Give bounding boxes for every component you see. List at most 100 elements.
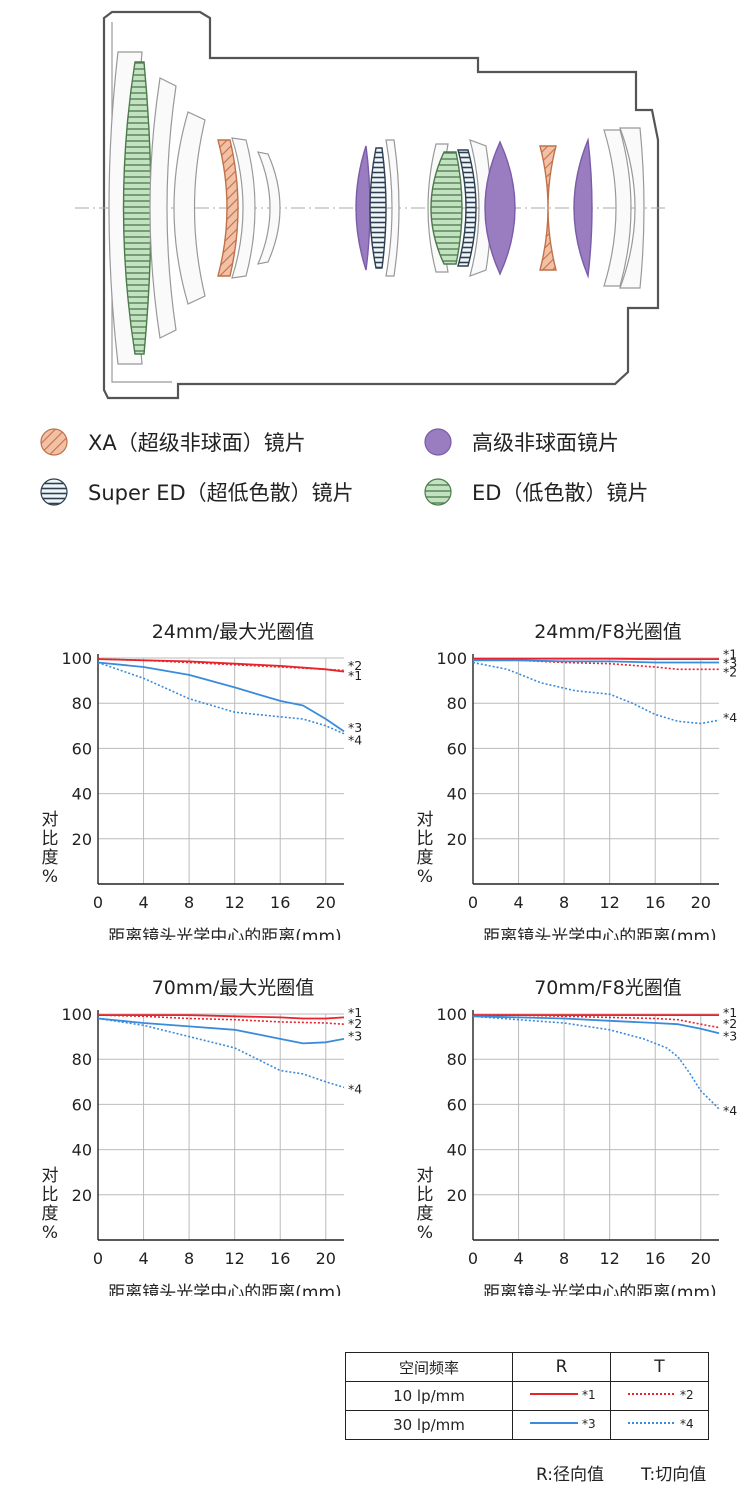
mtf-key-table: 空间频率 R T 10 lp/mm *1 *2 30 lp/mm *3: [345, 1352, 709, 1440]
mtf-series-line: [97, 1017, 345, 1089]
aspherical-element-1: [355, 145, 371, 271]
x-tick-label: 0: [93, 893, 103, 912]
x-tick-label: 20: [316, 1249, 336, 1268]
note-tangential: T:切向值: [641, 1465, 707, 1485]
series-end-label: *2: [723, 1016, 737, 1031]
xa-element-1: [217, 139, 239, 277]
x-tick-label: 4: [513, 893, 523, 912]
chart-title: 70mm/F8光圈值: [534, 977, 682, 999]
y-tick-label: 20: [72, 830, 92, 849]
key-label: *1: [582, 1388, 596, 1402]
key-label: *4: [680, 1417, 694, 1431]
x-tick-label: 0: [93, 1249, 103, 1268]
x-tick-label: 12: [224, 893, 244, 912]
legend-label: XA（超级非球面）镜片: [88, 431, 306, 455]
y-tick-label: 20: [72, 1186, 92, 1205]
y-tick-label: 60: [72, 739, 92, 758]
series-end-label: *1: [723, 647, 737, 662]
chart-title: 24mm/F8光圈值: [534, 621, 682, 643]
aspherical-element-3: [573, 137, 593, 279]
y-tick-label: 80: [447, 1050, 467, 1069]
key-cell-r-30: *3: [512, 1410, 611, 1440]
legend-super-ed-element: Super ED（超低色散）镜片: [38, 476, 354, 508]
legend-label: 高级非球面镜片: [472, 431, 619, 455]
meniscus-element-2: [173, 111, 206, 305]
x-tick-label: 4: [513, 1249, 523, 1268]
freq-cell: 10 lp/mm: [345, 1381, 513, 1411]
x-tick-label: 8: [559, 1249, 569, 1268]
rear-clear-element-2: [619, 127, 645, 289]
key-cell-r-10: *1: [512, 1381, 611, 1411]
xa-element-2: [539, 145, 557, 271]
series-end-label: *2: [723, 665, 737, 680]
x-tick-label: 12: [599, 893, 619, 912]
series-end-label: *2: [348, 658, 362, 673]
header-radial: R: [512, 1352, 611, 1382]
key-line-dotted-blue: *4: [627, 1417, 694, 1431]
series-end-label: *4: [723, 710, 737, 725]
x-tick-label: 16: [270, 1249, 290, 1268]
y-tick-label: 40: [447, 1141, 467, 1160]
key-line-dotted-red: *2: [627, 1388, 694, 1402]
x-tick-label: 12: [599, 1249, 619, 1268]
y-tick-label: 60: [72, 1095, 92, 1114]
x-axis-label: 距离镜头光学中心的距离(mm): [483, 927, 716, 940]
clear-element-1: [231, 137, 256, 279]
table-row: 30 lp/mm *3 *4: [345, 1410, 709, 1440]
rear-clear-element-1: [603, 129, 632, 287]
key-cell-t-10: *2: [610, 1381, 709, 1411]
x-tick-label: 8: [559, 893, 569, 912]
x-axis-label: 距离镜头光学中心的距离(mm): [483, 1283, 716, 1296]
note-radial: R:径向值: [536, 1465, 605, 1485]
mtf-series-line: [97, 1014, 345, 1025]
y-tick-label: 80: [72, 1050, 92, 1069]
x-tick-label: 12: [224, 1249, 244, 1268]
header-tangential: T: [610, 1352, 709, 1382]
super-ed-element-2: [457, 149, 477, 267]
mtf-chart-70mm-max-aperture: 70mm/最大光圈值 20 40 60 80 100 0 4 8 12 16 20 对比度% 距离镜头光学…: [42, 977, 363, 1296]
x-tick-label: 0: [468, 893, 478, 912]
x-tick-label: 20: [691, 893, 711, 912]
legend-label: ED（低色散）镜片: [472, 481, 649, 505]
y-tick-label: 20: [447, 1186, 467, 1205]
series-end-label: *1: [348, 1005, 362, 1020]
key-label: *2: [680, 1388, 694, 1402]
key-cell-t-30: *4: [610, 1410, 709, 1440]
mtf-series-line: [97, 658, 345, 672]
aspherical-solid-swatch-icon: [424, 428, 452, 456]
series-end-label: *2: [348, 1016, 362, 1031]
y-tick-label: 40: [447, 785, 467, 804]
x-tick-label: 4: [138, 893, 148, 912]
x-tick-label: 16: [645, 1249, 665, 1268]
mtf-chart-24mm-max-aperture: 24mm/最大光圈值 20 40 60 80 100 0 4 8 12 16 20 对比度% 距离镜头光学…: [42, 621, 363, 940]
freq-cell: 30 lp/mm: [345, 1410, 513, 1440]
chart-title: 24mm/最大光圈值: [152, 621, 315, 643]
mtf-chart-70mm-f8: 70mm/F8光圈值 20 40 60 80 100 0 4 8 12 16 20 对比度% 距离镜头光学…: [417, 977, 738, 1296]
x-tick-label: 20: [691, 1249, 711, 1268]
x-tick-label: 0: [468, 1249, 478, 1268]
x-tick-label: 16: [645, 893, 665, 912]
xa-hatch-swatch-icon: [40, 428, 68, 456]
y-tick-label: 20: [447, 830, 467, 849]
mtf-series-line: [473, 1014, 720, 1029]
mtf-series-line: [472, 661, 720, 725]
mtf-series-line: [97, 661, 345, 733]
x-axis-label: 距离镜头光学中心的距离(mm): [108, 1283, 341, 1296]
legend-xa-element: XA（超级非球面）镜片: [38, 426, 306, 458]
y-axis-label: 对比度%: [42, 1166, 59, 1243]
series-end-label: *3: [348, 720, 362, 735]
y-tick-label: 100: [436, 1005, 467, 1024]
y-axis-label: 对比度%: [42, 810, 59, 887]
mtf-series-line: [97, 661, 345, 735]
key-line-solid-blue: *3: [529, 1417, 595, 1431]
y-tick-label: 40: [72, 785, 92, 804]
series-end-label: *4: [348, 1082, 362, 1097]
ed-element-1: [122, 61, 152, 355]
chart-title: 70mm/最大光圈值: [152, 977, 315, 999]
x-tick-label: 20: [316, 893, 336, 912]
series-end-label: *1: [348, 668, 362, 683]
ed-element-2: [430, 151, 463, 265]
y-tick-label: 100: [436, 649, 467, 668]
y-tick-label: 100: [61, 1005, 92, 1024]
header-spatial-frequency: 空间频率: [345, 1352, 513, 1382]
